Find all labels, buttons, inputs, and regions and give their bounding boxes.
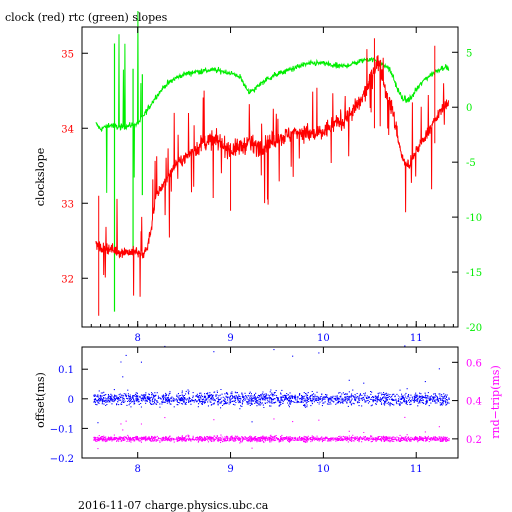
- offset-panel: 8 9 10 11 −0.2 −0.1 0 0.1 0.2 0.4 0.6 offset(ms) r…: [34, 345, 502, 475]
- slopes-frame: [81, 26, 459, 328]
- slopes-marks: [95, 10, 450, 316]
- x-tick-label: 11: [410, 464, 423, 475]
- y2-tick-label: 0.4: [466, 397, 482, 408]
- y2-tick-label: -10: [466, 213, 482, 224]
- y-tick-label: 32: [61, 274, 74, 285]
- y-tick-label: −0.2: [50, 454, 74, 465]
- y-tick-label: 0: [68, 395, 74, 406]
- footer-text: 2016-11-07 charge.physics.ubc.ca: [78, 499, 269, 512]
- x-tick-label: 9: [227, 464, 233, 475]
- x-tick-label: 11: [410, 333, 423, 344]
- offset-marks: [93, 345, 450, 450]
- offset-points: [93, 345, 450, 424]
- y2-tick-label: -5: [466, 158, 476, 169]
- y-tick-label: 35: [61, 49, 74, 60]
- rndtrip-points: [93, 416, 450, 450]
- x-tick-label: 10: [317, 464, 330, 475]
- y2-tick-label: 0.6: [466, 358, 482, 369]
- offset-ylabel: offset(ms): [34, 372, 47, 428]
- x-tick-label: 8: [135, 464, 141, 475]
- rndtrip-ylabel: rnd−trip(ms): [489, 365, 502, 439]
- offset-axes: 8 9 10 11 −0.2 −0.1 0 0.1 0.2 0.4 0.6: [50, 347, 482, 475]
- offset-frame: [81, 346, 459, 459]
- y-tick-label: 34: [61, 124, 74, 135]
- slopes-ylabel: clockslope: [34, 148, 47, 206]
- y-tick-label: 33: [61, 199, 74, 210]
- clock-slope-line: [95, 49, 449, 297]
- y-tick-label: −0.1: [50, 424, 74, 435]
- y-tick-label: 0.1: [58, 365, 74, 376]
- rtc-slope-line: [95, 10, 450, 193]
- y2-tick-label: 5: [466, 48, 472, 59]
- slopes-axes: 8 9 10 11 32 33 34 35 -20 -15 -10 -5 0 5: [61, 27, 482, 344]
- x-tick-label: 9: [227, 333, 233, 344]
- x-tick-label: 8: [135, 333, 141, 344]
- y2-tick-label: 0.2: [466, 435, 482, 446]
- y2-tick-label: -15: [466, 268, 482, 279]
- chart-title: clock (red) rtc (green) slopes: [5, 11, 168, 24]
- y2-tick-label: -20: [466, 323, 482, 334]
- x-tick-label: 10: [317, 333, 330, 344]
- slopes-panel: 8 9 10 11 32 33 34 35 -20 -15 -10 -5 0 5 clockslope: [34, 10, 482, 344]
- y2-tick-label: 0: [466, 103, 472, 114]
